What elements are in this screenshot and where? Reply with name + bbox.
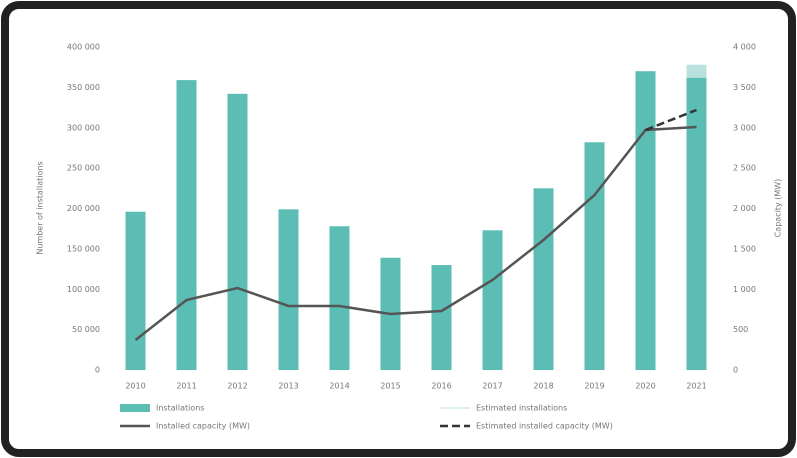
bar — [482, 230, 503, 370]
x-tick-label: 2011 — [176, 382, 196, 391]
bar — [329, 226, 350, 370]
x-tick-label: 2010 — [125, 382, 145, 391]
bar — [686, 64, 707, 78]
bar — [584, 142, 605, 370]
y2-tick-label: 1 000 — [733, 285, 756, 294]
bar — [533, 188, 554, 370]
y2-tick-label: 3 500 — [733, 83, 756, 92]
y-tick-label: 0 — [95, 366, 100, 375]
x-tick-label: 2014 — [329, 382, 349, 391]
y2-tick-label: 3 000 — [733, 123, 756, 132]
x-tick-label: 2019 — [584, 382, 604, 391]
y2-tick-label: 1 500 — [733, 244, 756, 253]
y2-tick-label: 4 000 — [733, 43, 756, 52]
bar — [278, 209, 299, 370]
y-tick-label: 300 000 — [67, 123, 100, 132]
legend-swatch — [120, 404, 150, 412]
y2-axis-title: Capacity (MW) — [774, 179, 783, 238]
bar — [686, 77, 707, 370]
y2-tick-label: 2 500 — [733, 164, 756, 173]
y-tick-label: 100 000 — [67, 285, 100, 294]
y2-tick-label: 0 — [733, 366, 738, 375]
x-tick-label: 2016 — [431, 382, 451, 391]
y-tick-label: 150 000 — [67, 244, 100, 253]
bar — [431, 265, 452, 370]
legend-label: Installed capacity (MW) — [156, 422, 250, 431]
bar — [125, 211, 146, 370]
x-tick-label: 2017 — [482, 382, 502, 391]
x-tick-label: 2013 — [278, 382, 298, 391]
legend-label: Estimated installations — [476, 404, 567, 413]
bar — [176, 80, 197, 371]
y2-tick-label: 2 000 — [733, 204, 756, 213]
bar — [635, 71, 656, 370]
y-tick-label: 250 000 — [67, 164, 100, 173]
y-tick-label: 200 000 — [67, 204, 100, 213]
line — [134, 125, 697, 341]
y-tick-label: 350 000 — [67, 83, 100, 92]
x-tick-label: 2015 — [380, 382, 400, 391]
x-tick-label: 2021 — [686, 382, 706, 391]
x-tick-label: 2020 — [635, 382, 655, 391]
legend-label: Installations — [156, 404, 204, 413]
bar — [227, 93, 248, 371]
x-tick-label: 2012 — [227, 382, 247, 391]
y-axis-title: Number of installations — [36, 161, 45, 254]
x-tick-label: 2018 — [533, 382, 553, 391]
legend-label: Estimated installed capacity (MW) — [476, 422, 613, 431]
y-tick-label: 400 000 — [67, 43, 100, 52]
y2-tick-label: 500 — [733, 325, 748, 334]
y-tick-label: 50 000 — [72, 325, 100, 334]
line — [645, 108, 697, 132]
